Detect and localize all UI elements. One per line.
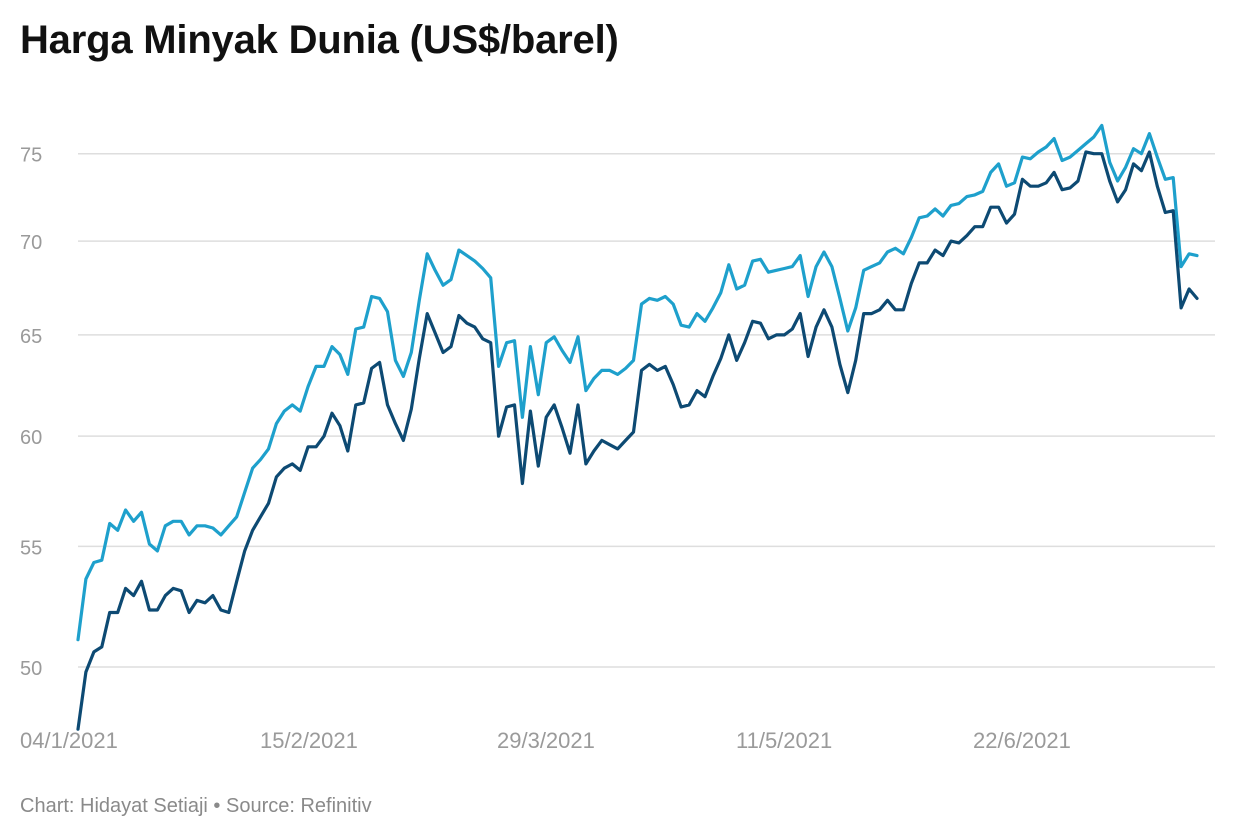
x-axis-ticks: 04/1/2021 15/2/2021 29/3/2021 11/5/2021 22/6… xyxy=(20,728,1071,753)
y-axis-ticks: 50 55 60 65 70 75 xyxy=(20,145,42,680)
series-line-light xyxy=(76,123,1199,642)
x-tick-label: 15/2/2021 xyxy=(260,728,358,753)
y-tick-label: 55 xyxy=(20,537,42,559)
y-tick-label: 60 xyxy=(20,427,42,449)
x-tick-label: 22/6/2021 xyxy=(973,728,1071,753)
y-tick-label: 70 xyxy=(20,232,42,254)
series-lines xyxy=(76,123,1199,731)
series-line-dark xyxy=(76,150,1199,731)
grid-lines xyxy=(78,152,1215,668)
x-tick-label: 04/1/2021 xyxy=(20,728,118,753)
chart-footer: Chart: Hidayat Setiaji • Source: Refinit… xyxy=(20,795,372,817)
y-tick-label: 50 xyxy=(20,658,42,680)
x-tick-label: 11/5/2021 xyxy=(736,728,832,753)
chart-title: Harga Minyak Dunia (US$/barel) xyxy=(20,18,619,62)
y-tick-label: 65 xyxy=(20,326,42,348)
x-tick-label: 29/3/2021 xyxy=(497,728,595,753)
y-tick-label: 75 xyxy=(20,145,42,167)
